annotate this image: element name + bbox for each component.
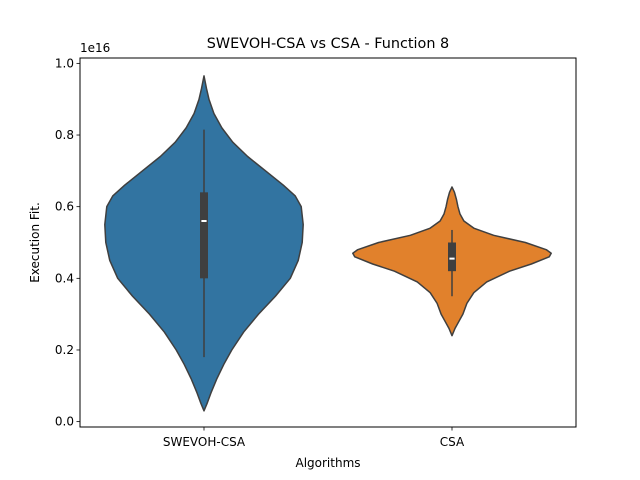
x-tick-label: SWEVOH-CSA <box>163 435 246 449</box>
y-tick-label: 0.8 <box>55 128 74 142</box>
y-axis-label: Execution Fit. <box>28 202 42 283</box>
chart-title: SWEVOH-CSA vs CSA - Function 8 <box>207 36 449 52</box>
y-tick-label: 0.0 <box>55 415 74 429</box>
violin-iqr-box <box>200 192 208 279</box>
y-tick-label: 1.0 <box>55 56 74 70</box>
violin-iqr-box <box>448 242 456 272</box>
plot-area <box>104 75 552 412</box>
y-offset-label: 1e16 <box>80 41 110 55</box>
y-tick-label: 0.6 <box>55 200 74 214</box>
y-tick-label: 0.2 <box>55 343 74 357</box>
y-tick-label: 0.4 <box>55 271 74 285</box>
x-tick-label: CSA <box>440 435 465 449</box>
x-axis-label: Algorithms <box>295 456 360 470</box>
plot-frame <box>79 57 577 428</box>
